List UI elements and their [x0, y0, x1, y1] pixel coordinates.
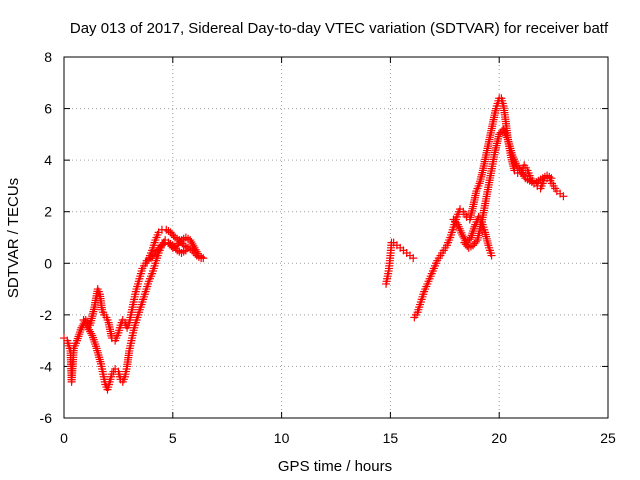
data-point	[559, 192, 568, 201]
data-point	[199, 254, 208, 263]
plot-border	[63, 56, 609, 419]
data-point	[509, 155, 518, 164]
data-point	[509, 153, 518, 162]
data-point	[501, 129, 510, 138]
data-point	[158, 240, 167, 249]
grid	[64, 57, 608, 418]
data-point	[409, 254, 418, 263]
data-point	[487, 251, 496, 260]
y-tick-label: -4	[40, 358, 53, 374]
y-tick-label: 6	[44, 101, 52, 117]
y-tick-label: -6	[40, 410, 53, 426]
data-point	[181, 246, 190, 255]
data-series	[142, 238, 190, 265]
y-axis-label: SDTVAR / TECUs	[5, 178, 22, 298]
data-points	[60, 94, 568, 394]
y-tick-label: -2	[40, 307, 53, 323]
x-tick-label: 25	[600, 430, 616, 446]
data-point	[457, 228, 466, 237]
y-tick-label: 0	[44, 255, 52, 271]
data-point	[500, 127, 509, 136]
data-point	[547, 174, 556, 183]
data-point	[499, 125, 508, 134]
y-tick-label: 2	[44, 204, 52, 220]
data-point	[454, 222, 463, 231]
data-series	[460, 125, 556, 252]
y-tick-label: 8	[44, 49, 52, 65]
data-point	[453, 220, 462, 229]
x-tick-label: 10	[274, 430, 290, 446]
data-point	[456, 226, 465, 235]
x-tick-label: 5	[169, 430, 177, 446]
data-point	[510, 157, 519, 166]
chart-title: Day 013 of 2017, Sidereal Day-to-day VTE…	[70, 20, 609, 37]
y-tick-label: 4	[44, 152, 52, 168]
plot-frame	[63, 56, 609, 419]
data-series	[382, 238, 418, 288]
data-point	[87, 329, 96, 338]
x-axis-label: GPS time / hours	[278, 458, 392, 475]
tick-labels: 0 5 10 15 20 25 -6 -4 -2 0 2 4 6 8	[40, 49, 616, 446]
data-point	[471, 237, 480, 246]
data-series	[60, 225, 206, 386]
data-point	[508, 150, 517, 159]
data-point	[503, 133, 512, 142]
tick-marks	[63, 56, 609, 419]
data-point	[455, 224, 464, 233]
x-tick-label: 20	[491, 430, 507, 446]
x-tick-label: 15	[383, 430, 399, 446]
x-tick-label: 0	[60, 430, 68, 446]
data-point	[502, 131, 511, 140]
data-series	[79, 233, 208, 394]
